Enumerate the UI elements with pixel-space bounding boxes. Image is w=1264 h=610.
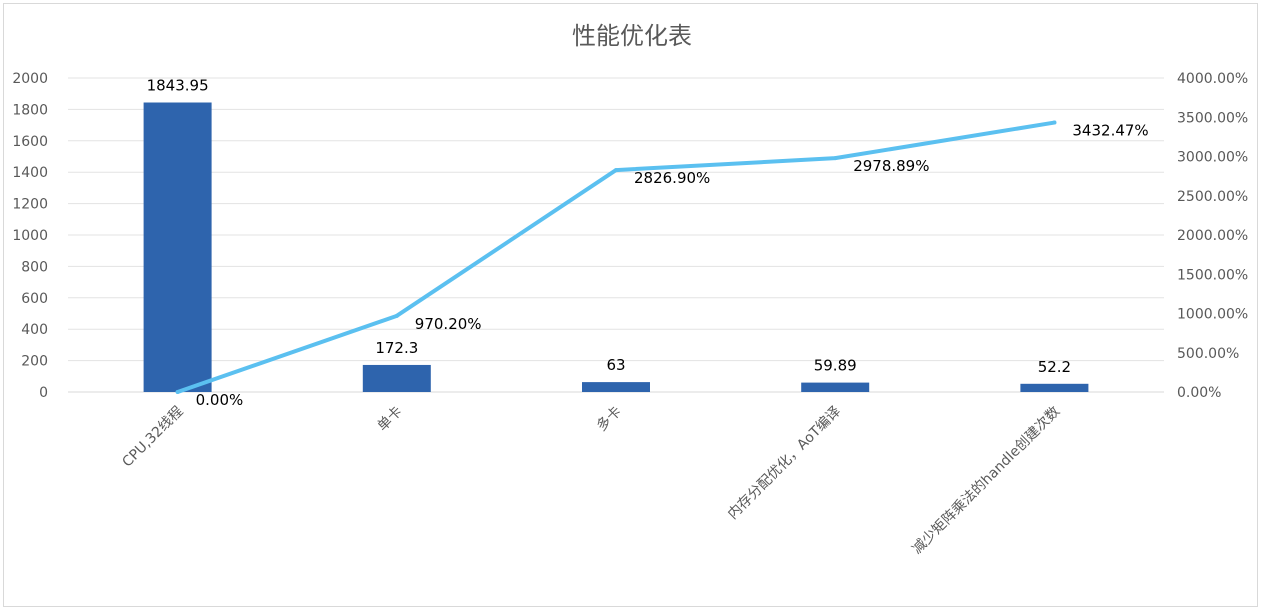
left-tick-label: 2000 bbox=[12, 71, 48, 87]
line-data-labels: 0.00% 970.20% 2826.90% 2978.89% 3432.47% bbox=[196, 122, 1149, 409]
right-tick-label: 2500.00% bbox=[1177, 189, 1248, 205]
bar-series bbox=[143, 102, 1089, 392]
right-tick-label: 4000.00% bbox=[1177, 71, 1248, 87]
line-data-label: 2978.89% bbox=[853, 157, 929, 175]
bar-data-label: 1843.95 bbox=[147, 76, 209, 94]
category-label: CPU,32线程 bbox=[119, 404, 186, 471]
bar bbox=[801, 382, 870, 392]
gridlines bbox=[68, 77, 1164, 393]
chart-frame bbox=[3, 3, 1258, 607]
chart-title: 性能优化表 bbox=[572, 22, 692, 50]
right-tick-label: 1000.00% bbox=[1177, 307, 1248, 323]
right-tick-label: 500.00% bbox=[1177, 346, 1239, 362]
line-point bbox=[614, 168, 618, 173]
right-tick-label: 3000.00% bbox=[1177, 150, 1248, 166]
left-axis-ticks: 0 200 400 600 800 1000 1200 1400 1600 1800 2000 bbox=[12, 71, 48, 401]
bar-data-labels: 1843.95 172.3 63 59.89 52.2 bbox=[147, 76, 1072, 375]
left-tick-label: 400 bbox=[21, 322, 48, 338]
right-tick-label: 3500.00% bbox=[1177, 110, 1248, 126]
left-tick-label: 1200 bbox=[12, 197, 48, 213]
category-labels: CPU,32线程 单卡 多卡 内存分配优化，AoT编译 减少矩阵乘法的handle创建次… bbox=[119, 403, 1063, 558]
left-tick-label: 1400 bbox=[12, 165, 48, 181]
right-axis-ticks: 0.00% 500.00% 1000.00% 1500.00% 2000.00% 2500… bbox=[1177, 71, 1248, 401]
left-tick-label: 0 bbox=[39, 385, 48, 401]
line-data-label: 970.20% bbox=[415, 315, 482, 333]
line-data-label: 3432.47% bbox=[1072, 122, 1148, 140]
left-tick-label: 1600 bbox=[12, 134, 48, 150]
line-point bbox=[1052, 120, 1057, 125]
left-tick-label: 800 bbox=[21, 259, 48, 275]
category-label: 内存分配优化，AoT编译 bbox=[725, 404, 844, 523]
line-point bbox=[833, 156, 838, 161]
bar bbox=[143, 102, 212, 392]
line-data-label: 0.00% bbox=[196, 391, 244, 409]
bar bbox=[582, 382, 650, 392]
line-data-label: 2826.90% bbox=[634, 169, 710, 187]
bar bbox=[362, 364, 431, 392]
bar-data-label: 63 bbox=[606, 356, 625, 374]
category-label: 单卡 bbox=[375, 404, 406, 435]
bar-data-label: 59.89 bbox=[814, 357, 857, 375]
bar bbox=[1020, 383, 1089, 392]
left-tick-label: 600 bbox=[21, 291, 48, 307]
left-tick-label: 200 bbox=[21, 354, 48, 370]
bar-data-label: 172.3 bbox=[375, 339, 418, 357]
left-tick-label: 1000 bbox=[12, 228, 48, 244]
right-tick-label: 1500.00% bbox=[1177, 267, 1248, 283]
category-label: 减少矩阵乘法的handle创建次数 bbox=[909, 404, 1063, 558]
line-point bbox=[175, 390, 180, 394]
right-tick-label: 0.00% bbox=[1177, 385, 1221, 401]
line-series bbox=[175, 120, 1057, 394]
category-label: 多卡 bbox=[593, 403, 625, 435]
bar-data-label: 52.2 bbox=[1038, 358, 1071, 376]
right-tick-label: 2000.00% bbox=[1177, 228, 1248, 244]
line-point bbox=[394, 313, 399, 318]
left-tick-label: 1800 bbox=[12, 102, 48, 118]
